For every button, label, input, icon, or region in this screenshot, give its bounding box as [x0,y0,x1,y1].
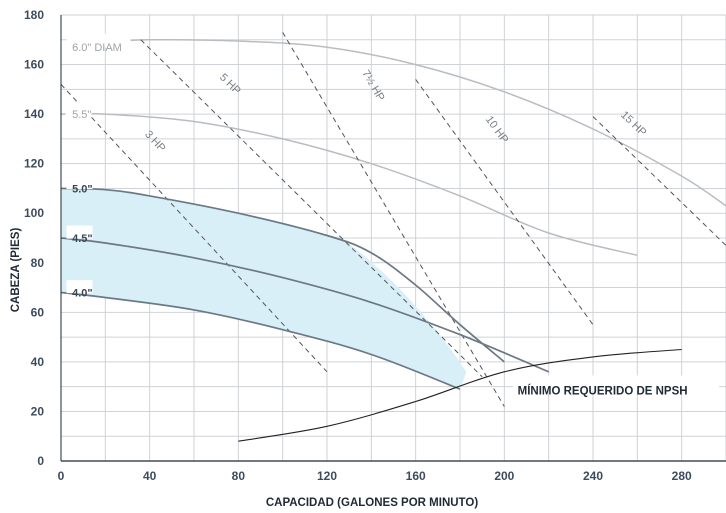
hp-label-10-hp: 10 HP [483,114,511,146]
dark-impeller-curves [60,187,550,390]
x-axis-title: CAPACIDAD (GALONES POR MINUTO) [266,497,478,509]
x-tick-label: 240 [583,469,603,483]
y-tick-label: 40 [31,355,45,369]
impeller-label-bg [66,225,93,239]
y-tick-label: 80 [31,256,45,270]
impeller-label-4-0: 4.0" [72,288,93,300]
y-tick-label: 20 [31,404,45,418]
impeller-label-5-5: 5.5" [72,109,91,121]
impeller-curve-6-0-diam [74,38,726,207]
impeller-label-bg [66,280,93,294]
impeller-curve-5-0 [60,187,505,363]
y-tick-label: 180 [24,8,44,22]
x-tick-label: 200 [494,469,514,483]
x-tick-label: 80 [232,469,246,483]
y-tick-label: 160 [24,58,44,72]
y-tick-label: 100 [24,206,44,220]
y-tick-label: 60 [31,305,45,319]
y-tick-label: 120 [24,157,44,171]
x-tick-label: 0 [58,469,65,483]
hp-line-7-hp [282,32,505,407]
y-tick-label: 140 [24,107,44,121]
x-tick-label: 160 [406,469,426,483]
x-tick-label: 280 [672,469,692,483]
impeller-label-5-0: 5.0" [72,183,93,195]
x-tick-label: 120 [317,469,337,483]
operating-region-fill [61,188,467,390]
impeller-label-bg [66,33,131,48]
npsh-label-bg [513,375,720,391]
y-tick-label: 0 [37,454,44,468]
impeller-label-4-5: 4.5" [72,233,93,245]
npsh-curve [238,348,682,442]
impeller-curve-5-5 [60,112,638,257]
operating-region [61,188,467,390]
hp-label-5-hp: 5 HP [217,71,243,97]
impeller-label-bg [66,176,93,190]
impeller-label-6-0-diam: 6.0" DIAM [72,42,122,54]
hp-line-15-hp [592,116,726,246]
impeller-curve-4-5 [60,237,550,373]
grey-impeller-curves [60,38,726,257]
x-tick-label: 40 [143,469,157,483]
axes: 0 40 80 120 160 200 240 280 0 20 40 60 80 100 120 140 16… [24,8,726,483]
hp-line-10-hp [415,79,594,326]
hp-label-3-hp: 3 HP [142,128,167,154]
y-axis-title: CABEZA (PIES) [10,228,22,313]
npsh-label: MÍNIMO REQUERIDO DE NPSH [518,384,688,397]
impeller-curve-4-0 [60,291,461,390]
hp-label-15-hp: 15 HP [618,109,648,139]
hp-label-7-hp: 7½ HP [359,68,386,103]
hp-line-3-hp [60,84,328,373]
impeller-label-bg [65,101,92,116]
npsh-line [238,348,682,442]
